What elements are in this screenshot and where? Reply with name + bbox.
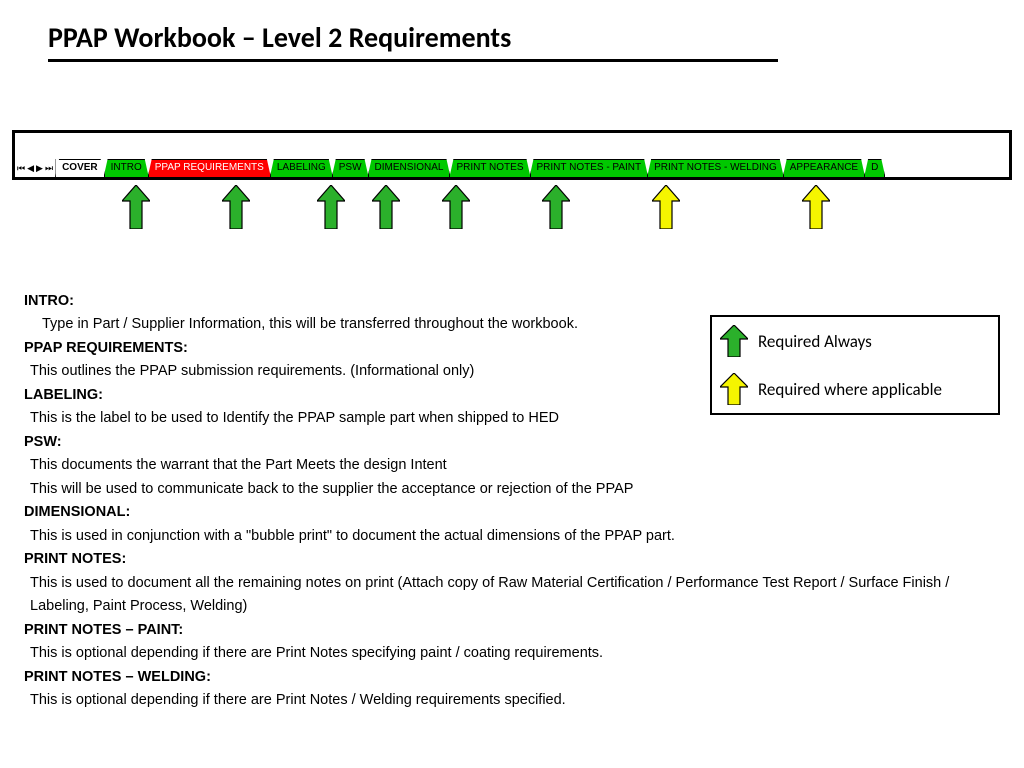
- legend-box: Required Always Required where applicabl…: [710, 315, 1000, 415]
- section-body: This documents the warrant that the Part…: [24, 454, 994, 477]
- worksheet-tab[interactable]: PPAP REQUIREMENTS: [148, 159, 271, 177]
- arrow-up-green-icon: [222, 185, 250, 229]
- arrow-up-green-icon: [372, 185, 400, 229]
- section-body: This will be used to communicate back to…: [24, 478, 994, 501]
- worksheet-tabs-row: ⏮ ◀ ▶ ⏭ COVERINTROPPAP REQUIREMENTSLABEL…: [15, 159, 1009, 177]
- section-body: This is used in conjunction with a "bubb…: [24, 525, 994, 548]
- section-heading: PRINT NOTES – PAINT:: [24, 619, 994, 642]
- arrow-up-yellow-icon: [720, 373, 748, 405]
- section-heading: PSW:: [24, 431, 994, 454]
- arrow-row: [12, 185, 1012, 240]
- arrow-up-green-icon: [720, 325, 748, 357]
- nav-next-icon[interactable]: ▶: [36, 164, 43, 173]
- section-body: This is optional depending if there are …: [24, 689, 994, 712]
- worksheet-tabs-container: ⏮ ◀ ▶ ⏭ COVERINTROPPAP REQUIREMENTSLABEL…: [12, 130, 1012, 180]
- legend-row-green: Required Always: [720, 325, 990, 357]
- arrow-up-green-icon: [542, 185, 570, 229]
- arrow-up-yellow-icon: [802, 185, 830, 229]
- nav-first-icon[interactable]: ⏮: [17, 164, 25, 173]
- nav-prev-icon[interactable]: ◀: [27, 164, 34, 173]
- arrow-up-yellow-icon: [652, 185, 680, 229]
- worksheet-tab[interactable]: COVER: [55, 159, 105, 177]
- worksheet-tab[interactable]: LABELING: [270, 159, 333, 177]
- nav-last-icon[interactable]: ⏭: [45, 164, 53, 173]
- arrow-up-green-icon: [122, 185, 150, 229]
- page-title: PPAP Workbook – Level 2 Requirements: [48, 20, 778, 62]
- section-body: This is optional depending if there are …: [24, 642, 994, 665]
- legend-yellow-label: Required where applicable: [758, 379, 942, 400]
- arrow-up-green-icon: [442, 185, 470, 229]
- section-heading: INTRO:: [24, 290, 994, 313]
- worksheet-tab[interactable]: PRINT NOTES - PAINT: [530, 159, 649, 177]
- worksheet-tab[interactable]: PRINT NOTES: [449, 159, 530, 177]
- worksheet-tab[interactable]: PSW: [332, 159, 369, 177]
- arrow-up-green-icon: [317, 185, 345, 229]
- worksheet-tab[interactable]: INTRO: [104, 159, 149, 177]
- section-body: This is used to document all the remaini…: [24, 572, 994, 619]
- section-heading: PRINT NOTES – WELDING:: [24, 666, 994, 689]
- worksheet-tab[interactable]: APPEARANCE: [783, 159, 865, 177]
- section-heading: PRINT NOTES:: [24, 548, 994, 571]
- worksheet-tab[interactable]: D: [864, 159, 885, 177]
- sheet-nav-buttons[interactable]: ⏮ ◀ ▶ ⏭: [15, 159, 56, 177]
- legend-row-yellow: Required where applicable: [720, 373, 990, 405]
- legend-green-label: Required Always: [758, 331, 872, 352]
- section-heading: DIMENSIONAL:: [24, 501, 994, 524]
- worksheet-tab[interactable]: PRINT NOTES - WELDING: [647, 159, 784, 177]
- worksheet-tab[interactable]: DIMENSIONAL: [368, 159, 451, 177]
